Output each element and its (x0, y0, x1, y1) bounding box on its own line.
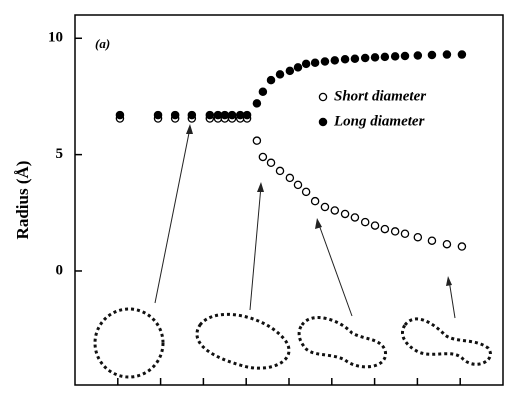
point (400, 229, 410, 238)
point (390, 227, 400, 236)
point (242, 110, 252, 120)
point (370, 221, 380, 230)
point (275, 166, 285, 176)
point (457, 242, 467, 251)
point (360, 217, 370, 227)
arrow (249, 185, 262, 311)
point (293, 180, 303, 190)
point (350, 54, 360, 63)
point (258, 87, 268, 97)
point (266, 75, 276, 85)
point (275, 70, 285, 79)
point (213, 110, 223, 120)
point (310, 58, 320, 67)
arrow-head (315, 218, 322, 229)
point (310, 196, 320, 206)
point (187, 110, 197, 120)
point (442, 239, 452, 249)
point (170, 110, 180, 120)
point (400, 51, 410, 61)
legend-marker (318, 117, 328, 127)
point (360, 53, 370, 63)
legend-label: Long diameter (333, 113, 425, 129)
point (390, 52, 400, 61)
arrow (154, 127, 191, 304)
point (235, 110, 245, 120)
point (220, 110, 230, 120)
legend-label: Short diameter (334, 88, 426, 104)
point (301, 59, 311, 69)
point (380, 52, 390, 62)
point (330, 56, 340, 65)
arrow-head (186, 124, 193, 134)
arrow (448, 279, 456, 319)
point (427, 50, 437, 60)
y-tick-label: 10 (48, 30, 63, 46)
dumbbell-shape (401, 317, 492, 366)
point (301, 187, 311, 197)
arrow-head (257, 182, 264, 192)
point (320, 57, 330, 66)
point (340, 54, 350, 64)
point (350, 213, 360, 222)
shapes (93, 307, 492, 379)
panel-label: (a) (95, 36, 110, 51)
y-tick-label: 5 (56, 146, 64, 162)
point (427, 236, 437, 245)
point (370, 53, 380, 62)
point (285, 173, 295, 183)
point (115, 110, 125, 120)
point (457, 50, 467, 59)
point (205, 110, 215, 120)
point (252, 136, 262, 145)
circle-shape (93, 307, 165, 379)
point (442, 50, 452, 59)
arrow (317, 221, 353, 317)
point (413, 51, 423, 60)
oval-shape (195, 312, 291, 370)
point (320, 202, 330, 212)
y-tick-label: 0 (56, 262, 64, 278)
point (153, 110, 163, 120)
point (413, 232, 423, 242)
point (252, 99, 262, 108)
point (293, 63, 303, 72)
y-axis-label: Radius (Å) (13, 161, 32, 240)
point (266, 158, 276, 168)
point (380, 224, 390, 234)
arrow-head (446, 276, 452, 286)
peanut-shape (297, 316, 387, 369)
point (330, 206, 340, 215)
point (285, 66, 295, 76)
arrows (154, 124, 456, 319)
legend-marker (318, 92, 328, 102)
point (258, 152, 268, 162)
point (227, 110, 237, 120)
point (340, 209, 350, 219)
